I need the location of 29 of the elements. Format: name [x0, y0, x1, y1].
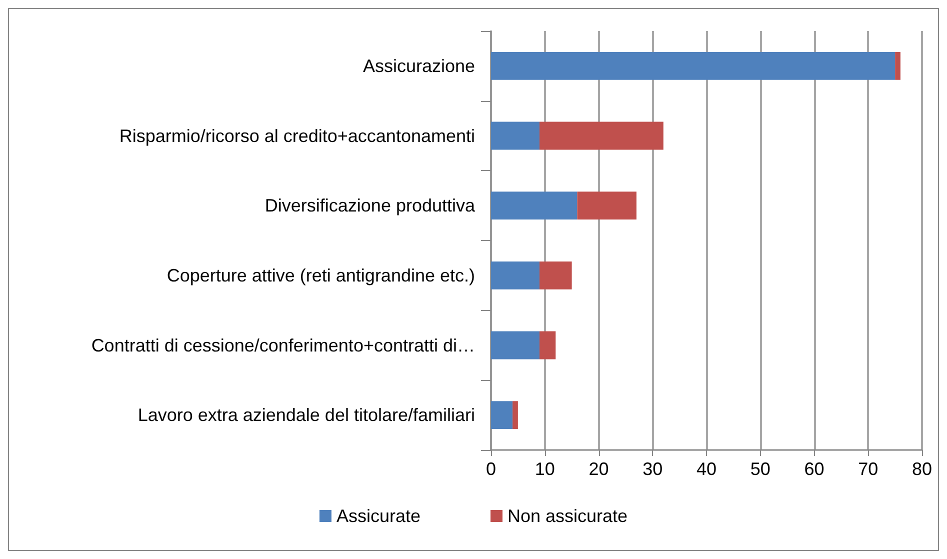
bar	[539, 261, 572, 290]
legend-label: Assicurate	[336, 506, 420, 526]
bar	[491, 261, 540, 290]
bar	[577, 192, 636, 220]
x-tick-label: 10	[534, 459, 555, 479]
x-tick-label: 80	[912, 459, 932, 479]
y-tick-label: Diversificazione produttiva	[264, 196, 476, 216]
y-tick-label: Assicurazione	[362, 56, 475, 76]
x-tick-label: 30	[642, 459, 663, 479]
bar	[491, 122, 540, 150]
bar	[491, 401, 513, 430]
bar	[539, 122, 664, 150]
bar	[539, 331, 556, 360]
bar	[491, 192, 578, 220]
y-tick-label: Coperture attive (reti antigrandine etc.)	[166, 265, 475, 286]
bar	[491, 331, 540, 360]
bar	[491, 52, 896, 80]
y-tick-label: Lavoro extra aziendale del titolare/familiari	[138, 405, 475, 426]
x-tick-label: 40	[696, 459, 717, 479]
legend-label: Non assicurate	[507, 506, 628, 526]
bar	[512, 401, 518, 430]
x-tick-label: 60	[804, 459, 824, 479]
bar	[895, 52, 900, 80]
x-tick-label: 50	[750, 459, 770, 479]
y-tick-label: Contratti di cessione/conferimento+contratti di…	[91, 335, 475, 356]
x-tick-label: 0	[486, 459, 496, 479]
x-tick-label: 20	[588, 459, 609, 479]
x-tick-label: 70	[858, 459, 878, 479]
y-tick-label: Risparmio/ricorso al credito+accantonamenti	[119, 126, 475, 146]
